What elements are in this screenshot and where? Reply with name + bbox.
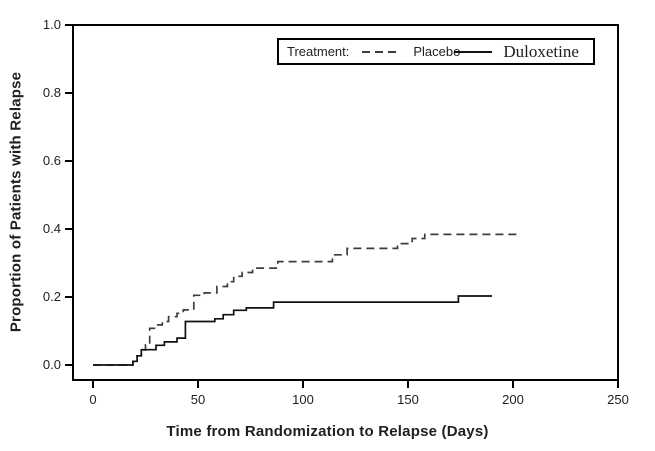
curve-duloxetine [93,295,492,366]
curve-placebo [93,233,520,366]
y-axis-title: Proportion of Patients with Relapse [7,71,25,333]
duloxetine-solid-line-sample [454,50,493,53]
legend: Treatment: Placebo Duloxetine [277,38,595,65]
placebo-dashed-line-sample [362,50,401,53]
y-tick-label: 0.2 [42,289,61,304]
x-tick-label: 250 [607,392,629,407]
y-tick-label: 0.4 [42,221,61,236]
x-tick-label: 0 [89,392,97,407]
y-tick-label: 0.6 [42,153,61,168]
y-tick-label: 0.8 [42,85,61,100]
legend-duloxetine-label: Duloxetine [503,41,579,61]
plot-box [72,24,619,381]
legend-placebo-label: Placebo [413,44,461,59]
y-tick-label: 0.0 [42,357,61,372]
x-tick-label: 100 [292,392,314,407]
x-tick-label: 50 [190,392,206,407]
x-tick-label: 150 [397,392,419,407]
x-axis-title: Time from Randomization to Relapse (Days… [166,423,489,440]
x-tick-label: 200 [502,392,524,407]
legend-title: Treatment: [287,44,350,59]
y-tick-label: 1.0 [42,17,61,32]
